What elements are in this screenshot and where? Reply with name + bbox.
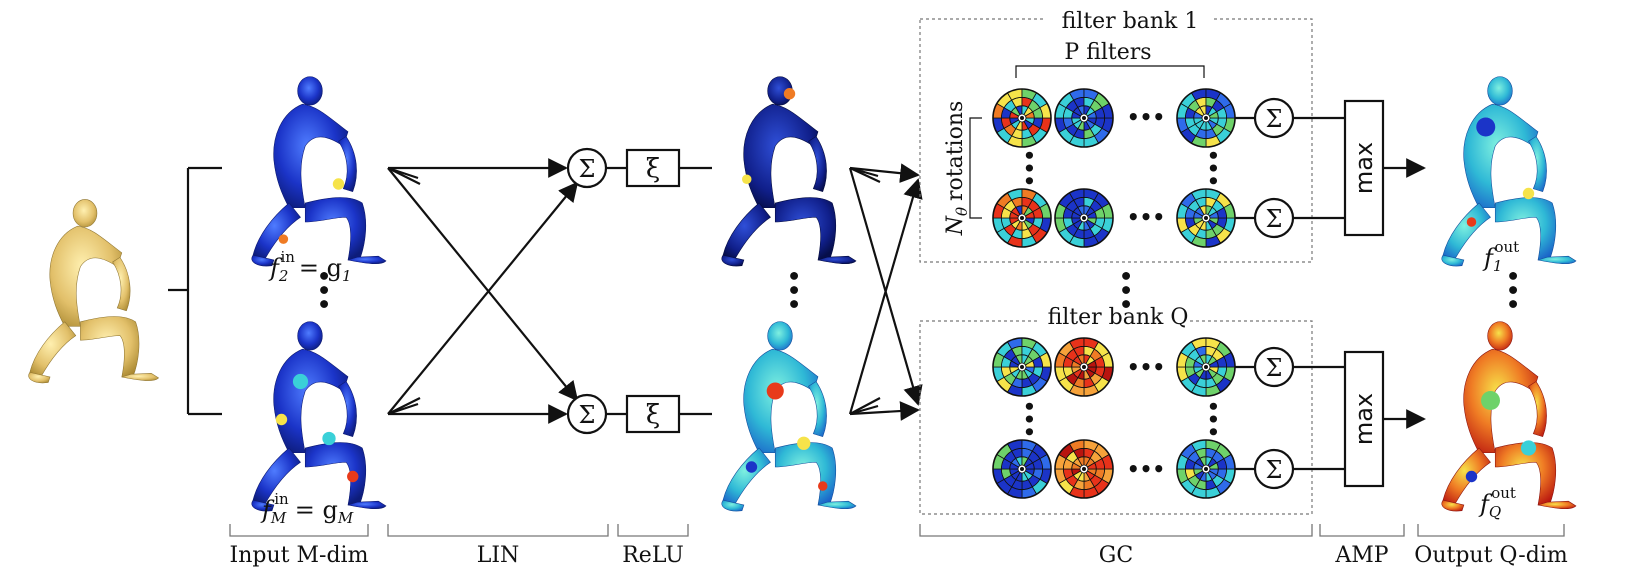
filter-bank-1-title: filter bank 1 [1062,9,1199,34]
stage-output: Output Q-dim [1414,543,1568,568]
svg-text:ξ: ξ [646,154,660,184]
svg-text:•••: ••• [1017,400,1041,438]
relu-vdots: ••• [780,269,805,311]
label-fQ-out: fQout [1478,484,1516,521]
svg-text:•••: ••• [1127,105,1165,129]
svg-text:Σ: Σ [1266,456,1283,484]
label-f2-in: f2in = g1 [268,248,352,285]
polar-filter-3 [992,188,1052,248]
input-mesh-bottom [251,321,387,512]
svg-text:Σ: Σ [1266,105,1283,133]
relu-mesh-top [721,76,857,267]
polar-filters [992,88,1236,499]
svg-text:•••: ••• [1127,355,1165,379]
filter-bank-q-box [919,320,1313,515]
input-mesh-top [251,76,387,267]
polar-filter-9 [992,439,1052,499]
svg-text:•••: ••• [1201,400,1225,438]
svg-text:•••: ••• [1127,205,1165,229]
svg-text:Σ: Σ [579,401,596,429]
amp-max-top: max [1343,99,1385,237]
output-vdots: ••• [1499,269,1524,311]
polar-filter-4 [1054,188,1114,248]
polar-filter-7 [1054,337,1114,397]
rotations-label: Nθrotations [943,101,971,237]
filter-col-dots: ••• ••• ••• ••• [1017,149,1225,438]
stage-gc: GC [1099,543,1133,568]
svg-text:max: max [1350,393,1378,445]
svg-text:•••: ••• [1201,149,1225,187]
relu-box-top: ξ [625,148,681,188]
polar-filter-10 [1054,439,1114,499]
filter-bank-1-box [919,18,1313,263]
filter-row-dots: ••• ••• ••• ••• [1127,105,1165,481]
svg-text:max: max [1350,142,1378,194]
input-shape-gold [28,198,160,384]
svg-text:Σ: Σ [1266,205,1283,233]
output-mesh-top [1441,76,1577,267]
split-bracket [168,166,222,416]
rotations-bracket [969,117,982,219]
polar-filter-5 [1176,188,1236,248]
polar-filter-2 [1176,88,1236,148]
polar-filter-11 [1176,439,1236,499]
stage-amp: AMP [1334,543,1388,568]
p-filters-bracket [1015,65,1205,78]
gc-sum-1b: Σ [1253,197,1295,239]
polar-filter-0 [992,88,1052,148]
lin-connections [387,158,579,424]
stage-relu: ReLU [622,543,684,568]
p-filters-label: P filters [1064,40,1151,65]
label-fM-in: fMin = gM [260,490,354,527]
lin-sum-bottom: Σ [566,393,608,435]
stage-input: Input M-dim [230,543,369,568]
polar-filter-6 [992,337,1052,397]
input-vdots: ••• [310,269,335,311]
gc-sum-qa: Σ [1253,346,1295,388]
svg-text:•••: ••• [1127,457,1165,481]
relu-mesh-bottom [721,321,857,512]
output-mesh-bottom [1441,321,1577,512]
svg-text:Σ: Σ [1266,354,1283,382]
polar-filter-8 [1176,337,1236,397]
amp-max-bottom: max [1343,350,1385,488]
polar-filter-1 [1054,88,1114,148]
filter-bank-vdots: ••• [1112,269,1137,311]
gc-sum-qb: Σ [1253,448,1295,490]
lin-sum-top: Σ [566,147,608,189]
stage-brackets [229,524,1565,537]
relu-box-bottom: ξ [625,394,681,434]
gc-sum-1a: Σ [1253,97,1295,139]
stage-lin: LIN [477,543,520,568]
filter-bank-q-title: filter bank Q [1048,305,1189,330]
svg-text:ξ: ξ [646,400,660,430]
gc-connections [848,163,923,421]
svg-text:Σ: Σ [579,155,596,183]
svg-text:•••: ••• [1017,149,1041,187]
